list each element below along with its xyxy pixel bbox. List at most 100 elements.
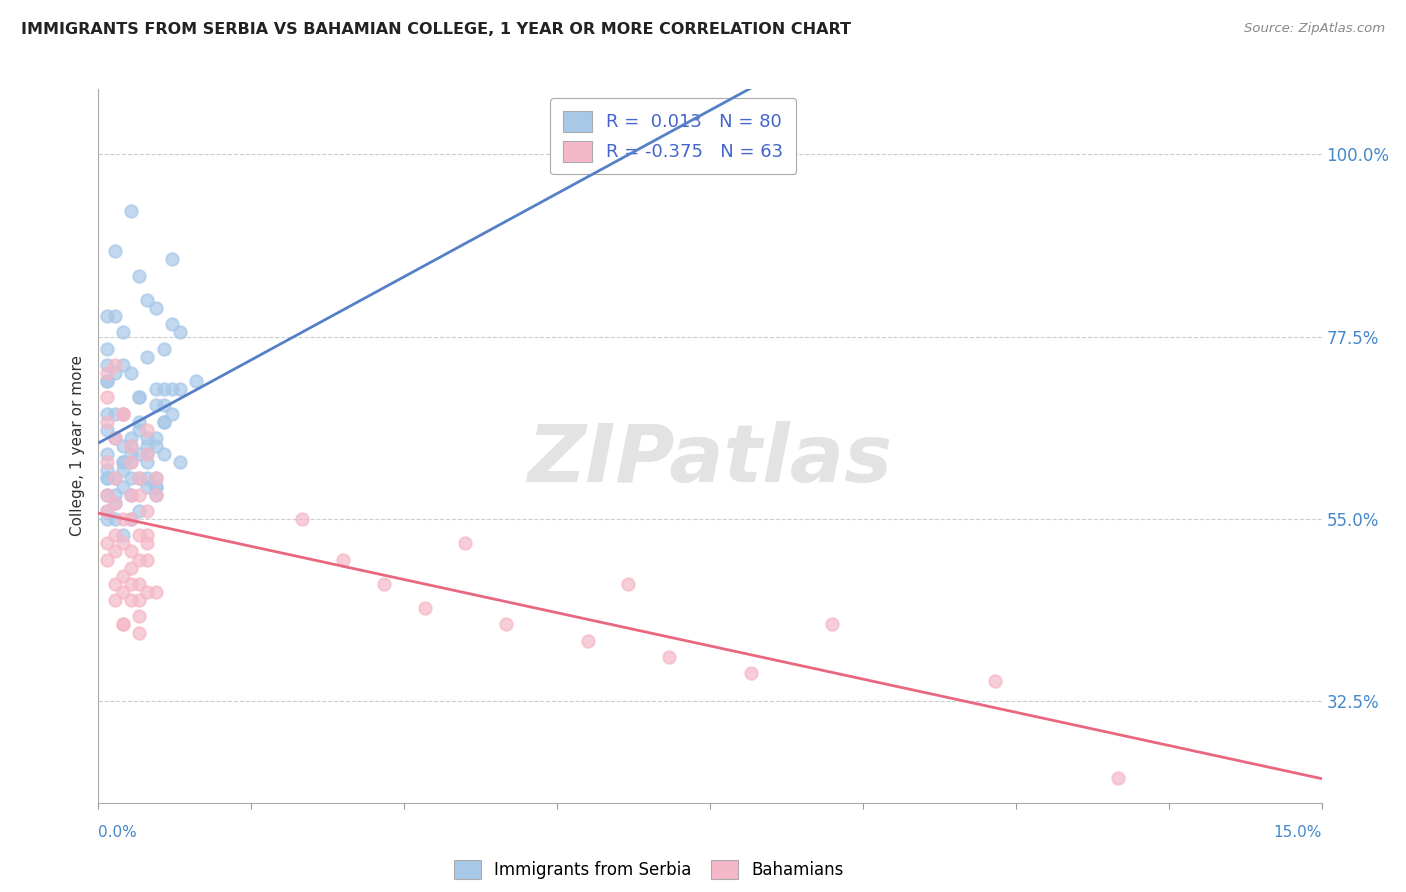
Point <box>104 593 127 607</box>
Point <box>96 390 118 404</box>
Point <box>104 244 127 259</box>
Point <box>576 633 599 648</box>
Point <box>96 463 118 477</box>
Point <box>136 504 159 518</box>
Point <box>136 536 159 550</box>
Point <box>152 447 174 461</box>
Point <box>145 471 167 485</box>
Point <box>104 366 127 380</box>
Point <box>169 326 191 340</box>
Point <box>128 609 150 624</box>
Point <box>145 301 167 315</box>
Point <box>160 252 183 267</box>
Point <box>136 431 159 445</box>
Point <box>120 366 142 380</box>
Point <box>104 496 127 510</box>
Point <box>160 407 183 421</box>
Point <box>96 374 118 388</box>
Point <box>152 342 174 356</box>
Point <box>128 471 150 485</box>
Point <box>120 203 142 218</box>
Point <box>111 455 134 469</box>
Point <box>96 374 118 388</box>
Point <box>136 455 159 469</box>
Point <box>111 512 134 526</box>
Point <box>145 488 167 502</box>
Point <box>120 471 142 485</box>
Point <box>658 649 681 664</box>
Text: ZIPatlas: ZIPatlas <box>527 421 893 500</box>
Point <box>104 310 127 324</box>
Point <box>96 342 118 356</box>
Point <box>495 617 517 632</box>
Point <box>111 479 134 493</box>
Point <box>104 431 127 445</box>
Point <box>136 423 159 437</box>
Point <box>740 666 762 681</box>
Point <box>145 488 167 502</box>
Point <box>104 407 127 421</box>
Point <box>128 504 150 518</box>
Text: Source: ZipAtlas.com: Source: ZipAtlas.com <box>1244 22 1385 36</box>
Point <box>96 504 118 518</box>
Point <box>96 358 118 372</box>
Point <box>111 455 134 469</box>
Point <box>128 390 150 404</box>
Point <box>111 585 134 599</box>
Point <box>160 382 183 396</box>
Point <box>96 471 118 485</box>
Point <box>291 512 314 526</box>
Point <box>128 268 150 283</box>
Point <box>169 455 191 469</box>
Text: 15.0%: 15.0% <box>1274 825 1322 840</box>
Point <box>160 318 183 332</box>
Point <box>104 577 127 591</box>
Point <box>96 504 118 518</box>
Point <box>145 479 167 493</box>
Point <box>120 593 142 607</box>
Point <box>136 447 159 461</box>
Point <box>136 479 159 493</box>
Point <box>617 577 640 591</box>
Point <box>96 536 118 550</box>
Point <box>111 568 134 582</box>
Point <box>136 585 159 599</box>
Point <box>96 488 118 502</box>
Point <box>145 471 167 485</box>
Point <box>454 536 477 550</box>
Point <box>120 455 142 469</box>
Point <box>821 617 844 632</box>
Point <box>128 488 150 502</box>
Point <box>373 577 395 591</box>
Point <box>104 544 127 558</box>
Point <box>120 512 142 526</box>
Point <box>96 471 118 485</box>
Point <box>104 358 127 372</box>
Point <box>111 617 134 632</box>
Text: IMMIGRANTS FROM SERBIA VS BAHAMIAN COLLEGE, 1 YEAR OR MORE CORRELATION CHART: IMMIGRANTS FROM SERBIA VS BAHAMIAN COLLE… <box>21 22 851 37</box>
Point <box>111 358 134 372</box>
Point <box>120 488 142 502</box>
Point <box>120 544 142 558</box>
Point <box>152 399 174 413</box>
Point <box>96 415 118 429</box>
Point <box>136 471 159 485</box>
Point <box>128 577 150 591</box>
Point <box>136 350 159 364</box>
Legend: Immigrants from Serbia, Bahamians: Immigrants from Serbia, Bahamians <box>446 851 852 888</box>
Point <box>96 552 118 566</box>
Point <box>136 439 159 453</box>
Point <box>111 463 134 477</box>
Point <box>152 415 174 429</box>
Point <box>145 431 167 445</box>
Point <box>111 617 134 632</box>
Point <box>111 536 134 550</box>
Point <box>120 431 142 445</box>
Point <box>96 512 118 526</box>
Point <box>96 455 118 469</box>
Point <box>104 471 127 485</box>
Point <box>96 310 118 324</box>
Point <box>169 382 191 396</box>
Point <box>128 423 150 437</box>
Point <box>104 496 127 510</box>
